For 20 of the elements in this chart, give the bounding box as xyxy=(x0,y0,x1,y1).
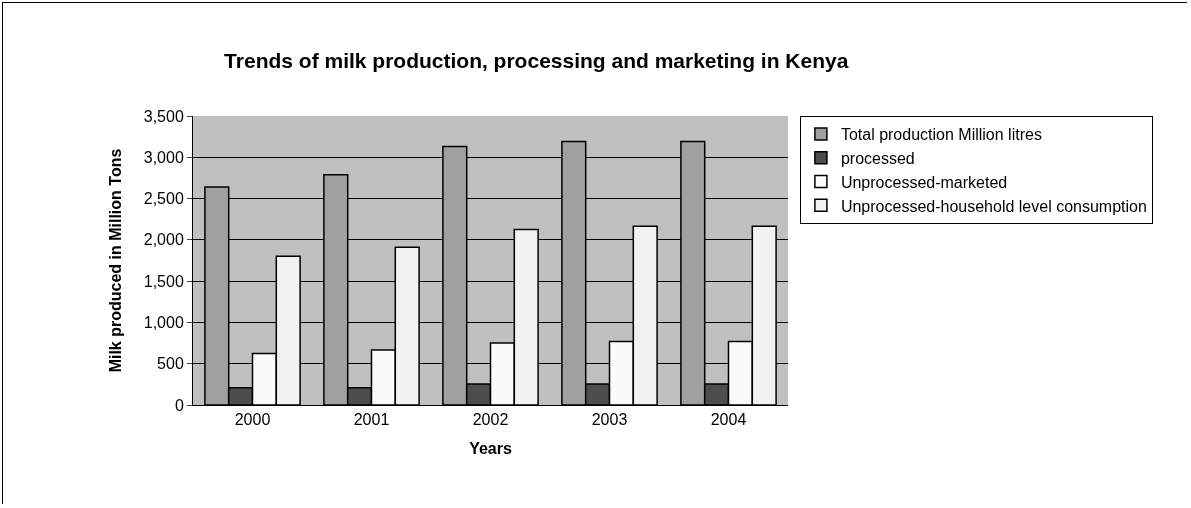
legend-label: processed xyxy=(840,149,915,167)
y-tick-label: 500 xyxy=(157,355,184,373)
y-tick-label: 3,500 xyxy=(143,107,184,125)
legend-label: Unprocessed-household level consumption xyxy=(840,197,1147,215)
x-tick-label: 2000 xyxy=(234,411,271,429)
y-tick-label: 2,000 xyxy=(143,231,184,249)
y-tick-label: 1,500 xyxy=(143,272,184,290)
y-axis-title: Milk produced in Million Tons xyxy=(106,148,124,373)
y-tick-label: 1,000 xyxy=(143,314,184,332)
x-tick-label: 2003 xyxy=(591,411,628,429)
legend-label: Unprocessed-marketed xyxy=(840,173,1008,191)
legend-label: Total production Million litres xyxy=(840,126,1042,144)
x-tick-label: 2004 xyxy=(710,411,747,429)
x-axis-title: Years xyxy=(469,439,512,457)
y-tick-label: 2,500 xyxy=(143,190,184,208)
chart-title: Trends of milk production, processing and marketing in Kenya xyxy=(224,48,849,72)
x-tick-label: 2001 xyxy=(353,411,390,429)
x-tick-label: 2002 xyxy=(472,411,509,429)
y-tick-label: 3,000 xyxy=(143,148,184,166)
y-tick-label: 0 xyxy=(174,396,184,414)
